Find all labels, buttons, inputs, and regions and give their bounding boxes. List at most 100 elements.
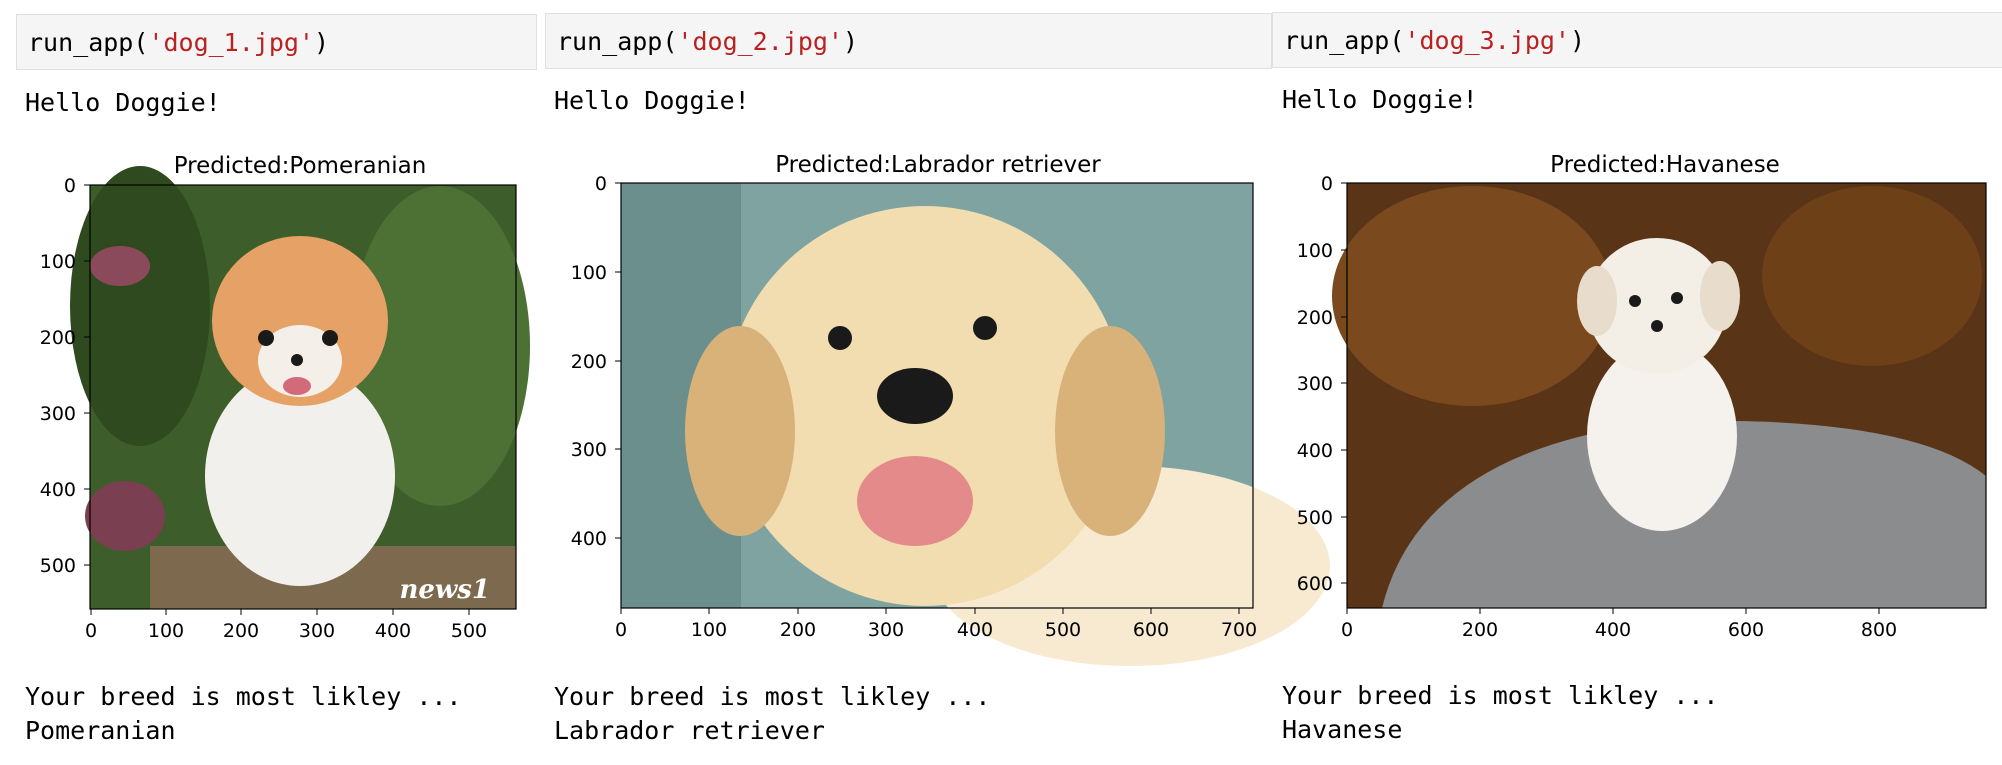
x-tick: 800 [1861,608,1897,641]
plot-title: Predicted:Havanese [1550,152,1780,178]
x-axis: 0 200 400 600 800 [1341,608,1897,641]
y-tick: 600 [1297,573,1347,595]
x-tick-label: 500 [451,620,487,642]
dog-body [1587,341,1737,531]
x-tick-label: 400 [1595,619,1631,641]
code-function: run_app( [1284,26,1405,55]
x-tick-label: 400 [957,619,993,641]
y-tick-label: 400 [1297,440,1333,462]
greeting-output: Hello Doggie! [554,86,750,115]
x-tick: 0 [85,609,97,642]
code-string-arg: 'dog_2.jpg' [677,27,843,56]
y-tick: 300 [40,403,90,425]
y-tick: 300 [571,439,621,461]
y-tick: 0 [64,175,90,197]
dog-photo [620,182,1330,666]
y-tick-label: 0 [595,173,607,195]
notebook-cell-3: run_app('dog_3.jpg') Hello Doggie! Predi… [1272,0,2002,765]
purple-leaves [90,246,150,286]
dog-ear-left [1577,266,1617,336]
x-tick: 100 [691,608,727,641]
y-tick-label: 200 [40,327,76,349]
y-axis: 0 100 200 300 400 500 [40,175,90,577]
x-tick-label: 600 [1728,619,1764,641]
plot-frame [89,184,517,610]
code-input-cell-2[interactable]: run_app('dog_2.jpg') [545,13,1272,69]
x-tick-label: 200 [1462,619,1498,641]
x-tick-label: 700 [1221,619,1257,641]
y-tick: 400 [1297,440,1347,462]
x-tick: 200 [1462,608,1498,641]
code-input-cell-1[interactable]: run_app('dog_1.jpg') [16,14,537,70]
y-tick: 100 [1297,240,1347,262]
y-tick: 200 [1297,307,1347,329]
dog-head [212,236,388,406]
y-tick-label: 400 [40,479,76,501]
x-tick: 500 [451,609,487,642]
x-tick: 600 [1728,608,1764,641]
foliage-left [70,166,210,446]
result-breed: Pomeranian [25,716,176,745]
y-tick-label: 500 [1297,507,1333,529]
y-tick-label: 0 [1321,173,1333,195]
x-tick: 0 [615,608,627,641]
y-tick: 300 [1297,373,1347,395]
dog-eye-left [828,326,852,350]
dog-nose [877,368,953,424]
x-tick: 400 [957,608,993,641]
y-tick: 500 [1297,507,1347,529]
photo-watermark: news1 [399,575,490,605]
x-tick: 600 [1133,608,1169,641]
plot-title: Predicted:Labrador retriever [775,152,1101,178]
x-tick: 400 [375,609,411,642]
x-tick: 300 [299,609,335,642]
dog-eye-right [322,330,338,346]
notebook-cell-2: run_app('dog_2.jpg') Hello Doggie! Predi… [545,0,1330,765]
y-axis: 0 100 200 300 400 500 600 [1297,173,1347,595]
y-tick-label: 0 [64,175,76,197]
x-tick-label: 500 [1045,619,1081,641]
x-tick: 400 [1595,608,1631,641]
code-close-paren: ) [1570,26,1586,55]
y-tick-label: 100 [571,262,607,284]
y-tick: 100 [40,251,90,273]
code-input-cell-3[interactable]: run_app('dog_3.jpg') [1272,12,2002,68]
y-tick-label: 600 [1297,573,1333,595]
greeting-output: Hello Doggie! [1282,85,1478,114]
y-tick-label: 300 [571,439,607,461]
y-tick: 200 [571,351,621,373]
dog-ear-left [685,326,795,536]
x-tick-label: 200 [223,620,259,642]
y-tick-label: 300 [1297,373,1333,395]
result-breed: Havanese [1282,715,1403,744]
result-line-1: Your breed is most likley ... [554,682,991,711]
x-tick: 200 [223,609,259,642]
dog-ear-right [1055,326,1165,536]
x-tick-label: 200 [780,619,816,641]
result-line-1: Your breed is most likley ... [25,682,462,711]
dog-tongue [283,377,311,395]
y-axis: 0 100 200 300 400 [571,173,621,550]
bokeh-left [1332,186,1612,406]
y-tick: 200 [40,327,90,349]
dog-eye-right [973,316,997,340]
x-axis: 0 100 200 300 400 500 600 700 [615,608,1257,641]
x-tick: 700 [1221,608,1257,641]
y-tick: 500 [40,555,90,577]
x-tick: 500 [1045,608,1081,641]
plot-frame [620,182,1254,609]
dog-head [1587,238,1727,374]
x-tick: 200 [780,608,816,641]
y-tick-label: 400 [571,528,607,550]
dog-eye-right [1671,292,1683,304]
y-tick-label: 200 [1297,307,1333,329]
x-tick-label: 800 [1861,619,1897,641]
x-tick: 300 [868,608,904,641]
x-tick-label: 400 [375,620,411,642]
prediction-plot: Predicted:Pomeranian news1 0 100 200 300… [40,153,530,642]
dog-body [205,366,395,586]
x-tick-label: 300 [299,620,335,642]
notebook-cell-1: run_app('dog_1.jpg') Hello Doggie! Predi… [0,0,545,765]
code-close-paren: ) [314,28,330,57]
x-axis: 0 100 200 300 400 500 [85,609,487,642]
